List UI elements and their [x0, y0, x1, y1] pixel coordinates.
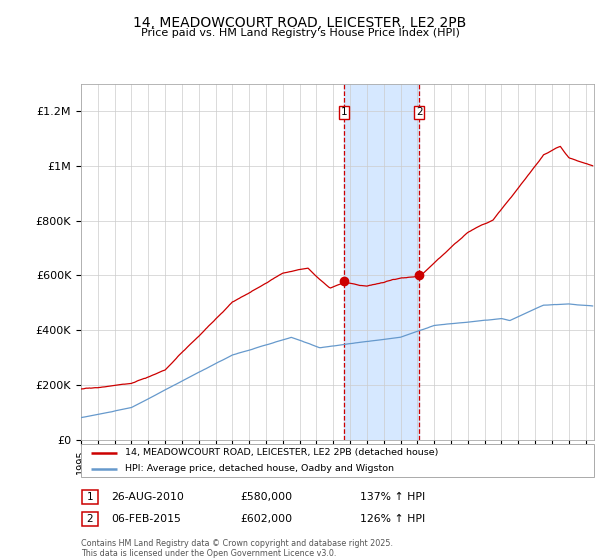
FancyBboxPatch shape: [82, 490, 98, 505]
Text: £580,000: £580,000: [240, 492, 292, 502]
Text: 26-AUG-2010: 26-AUG-2010: [111, 492, 184, 502]
Text: £602,000: £602,000: [240, 514, 292, 524]
Text: Contains HM Land Registry data © Crown copyright and database right 2025.
This d: Contains HM Land Registry data © Crown c…: [81, 539, 393, 558]
Text: 126% ↑ HPI: 126% ↑ HPI: [360, 514, 425, 524]
Text: 1: 1: [86, 492, 94, 502]
FancyBboxPatch shape: [82, 512, 98, 526]
Text: 2: 2: [86, 514, 94, 524]
FancyBboxPatch shape: [81, 444, 594, 477]
Text: 137% ↑ HPI: 137% ↑ HPI: [360, 492, 425, 502]
Text: 06-FEB-2015: 06-FEB-2015: [111, 514, 181, 524]
Text: 14, MEADOWCOURT ROAD, LEICESTER, LE2 2PB: 14, MEADOWCOURT ROAD, LEICESTER, LE2 2PB: [133, 16, 467, 30]
Text: Price paid vs. HM Land Registry's House Price Index (HPI): Price paid vs. HM Land Registry's House …: [140, 28, 460, 38]
Text: 14, MEADOWCOURT ROAD, LEICESTER, LE2 2PB (detached house): 14, MEADOWCOURT ROAD, LEICESTER, LE2 2PB…: [125, 448, 438, 457]
Text: 1: 1: [341, 108, 347, 118]
Text: HPI: Average price, detached house, Oadby and Wigston: HPI: Average price, detached house, Oadb…: [125, 464, 394, 473]
Text: 2: 2: [416, 108, 422, 118]
Bar: [344, 84, 419, 440]
